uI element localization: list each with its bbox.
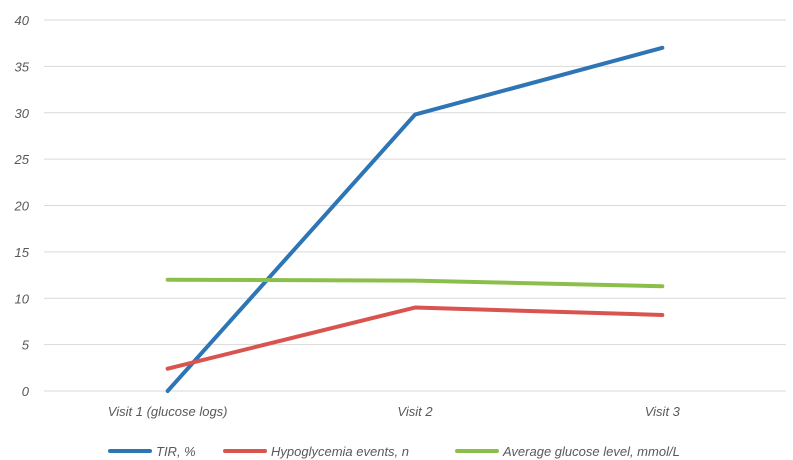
data-point (414, 114, 416, 116)
y-axis-ticks: 0 5 10 15 20 25 30 35 40 (14, 13, 30, 399)
legend-label: TIR, % (156, 444, 196, 459)
y-tick-label: 20 (14, 199, 30, 214)
gridlines (44, 19, 786, 392)
y-tick-label: 15 (15, 245, 30, 260)
data-point (414, 307, 416, 309)
series-lines (165, 45, 665, 393)
data-point (167, 368, 169, 370)
data-point (661, 314, 663, 316)
legend-label: Hypoglycemia events, n (271, 444, 409, 459)
data-point (661, 47, 663, 49)
data-point (167, 390, 169, 392)
y-tick-label: 35 (15, 59, 30, 74)
x-category-label: Visit 3 (645, 404, 681, 419)
x-axis-categories: Visit 1 (glucose logs) Visit 2 Visit 3 (108, 404, 681, 419)
legend-label: Average glucose level, mmol/L (502, 444, 680, 459)
y-tick-label: 10 (15, 291, 30, 306)
series-line-2 (165, 305, 665, 371)
legend: TIR, % Hypoglycemia events, n Average gluc… (108, 444, 680, 459)
series-line-1 (165, 45, 665, 393)
data-point (661, 285, 663, 287)
y-tick-label: 0 (22, 384, 30, 399)
y-tick-label: 5 (22, 338, 30, 353)
y-tick-label: 40 (15, 13, 30, 28)
data-point (167, 279, 169, 281)
x-category-label: Visit 2 (397, 404, 433, 419)
y-tick-label: 25 (14, 152, 30, 167)
x-category-label: Visit 1 (glucose logs) (108, 404, 228, 419)
data-point (414, 280, 416, 282)
y-tick-label: 30 (15, 106, 30, 121)
